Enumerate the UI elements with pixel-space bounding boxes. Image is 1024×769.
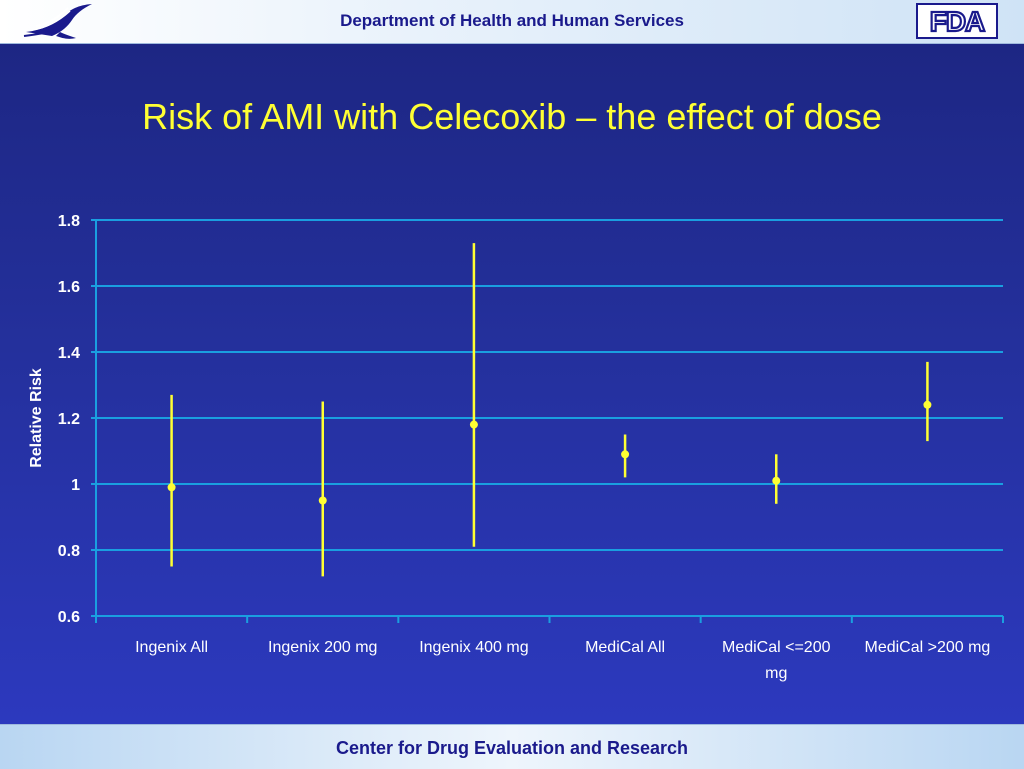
department-title: Department of Health and Human Services [340,11,684,30]
x-tick-label: MediCal All [585,639,665,656]
data-point [167,483,176,492]
y-tick-label: 1.8 [58,213,80,230]
data-point [469,420,478,429]
chart-svg: 0.6 0.8 1 1.2 1.4 1.6 1.8 Relative Risk Ingenix … [28,213,1004,682]
y-tick-label: 1.2 [58,411,80,428]
x-tick-label: MediCal <=200 mg [722,639,831,682]
y-tick-label: 1 [71,477,80,494]
y-axis-label: Relative Risk [28,368,45,468]
fda-logo-text: FDA [930,6,985,37]
data-point [923,400,932,409]
x-tick-label: MediCal >200 mg [864,639,990,656]
y-tick-label: 1.6 [58,279,80,296]
data-point [772,476,781,485]
header-bar: Department of Health and Human Services … [0,0,1024,44]
footer-center-name: Center for Drug Evaluation and Research [335,738,689,758]
y-tick-label: 1.4 [58,345,80,362]
relative-risk-chart: 0.6 0.8 1 1.2 1.4 1.6 1.8 Relative Risk Ingenix … [0,190,1024,710]
y-tick-label: 0.8 [58,543,80,560]
x-tick-label: Ingenix 400 mg [419,639,528,656]
slide-title: Risk of AMI with Celecoxib – the effect … [142,96,882,137]
x-tick-label: Ingenix 200 mg [268,639,377,656]
fda-logo-icon: FDA [916,3,998,39]
data-point [318,496,327,505]
hhs-eagle-icon [23,4,92,39]
footer-bar: Center for Drug Evaluation and Research [0,724,1024,769]
x-tick-label: Ingenix All [135,639,208,656]
data-point [621,450,630,459]
y-tick-label: 0.6 [58,609,80,626]
